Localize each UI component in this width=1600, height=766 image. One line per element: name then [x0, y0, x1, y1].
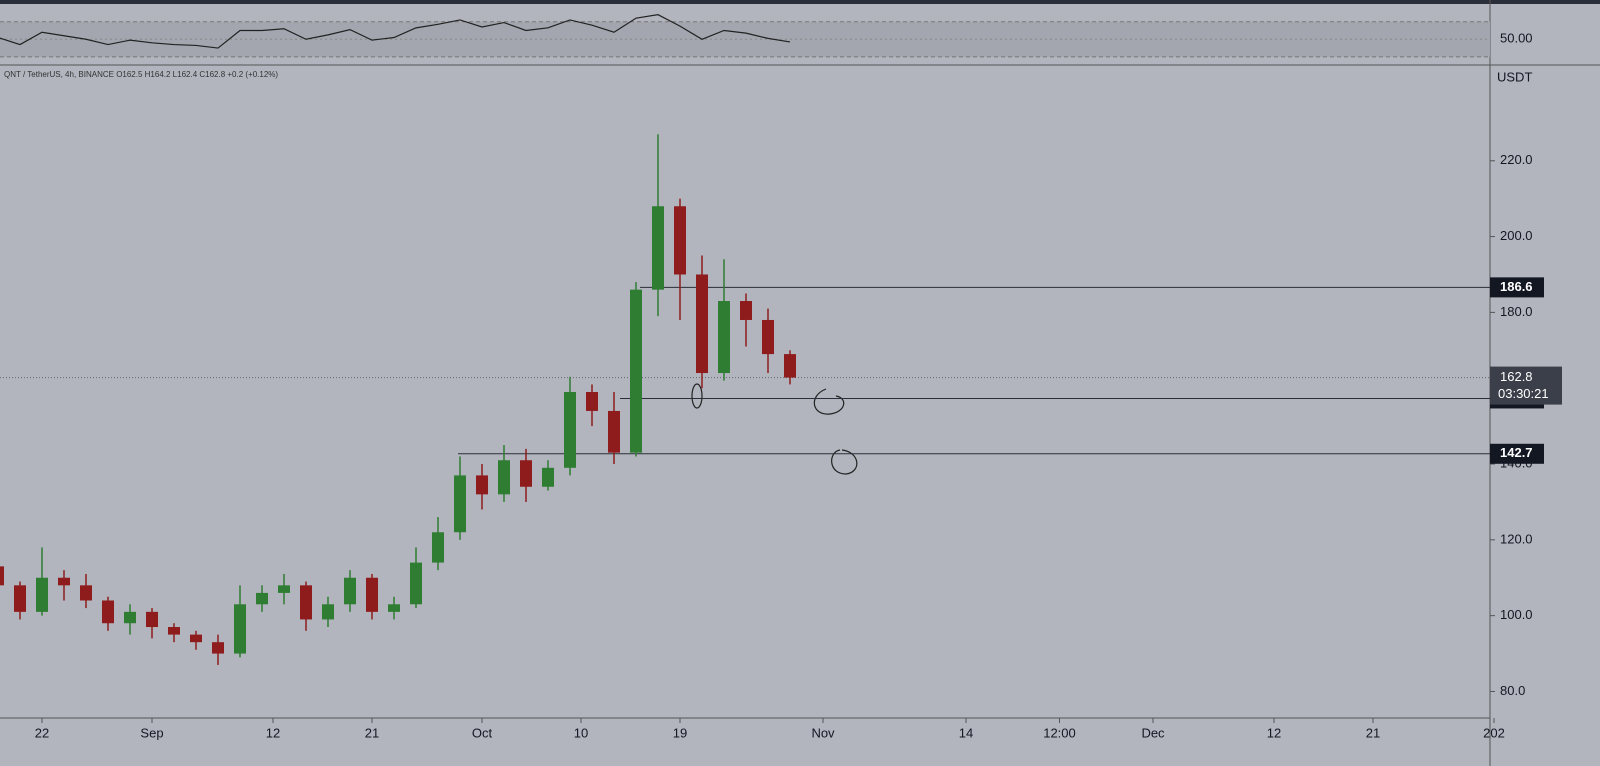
x-tick-label: 10 — [574, 725, 588, 740]
candle-body — [124, 611, 136, 624]
x-tick-label: 12:00 — [1043, 725, 1076, 740]
last-price-tag — [1490, 366, 1562, 405]
candle-body — [234, 604, 246, 654]
candle-body — [542, 467, 554, 487]
top-bar — [0, 0, 1600, 4]
candle-body — [674, 206, 686, 275]
candle-body — [80, 585, 92, 601]
candle-body — [432, 532, 444, 563]
candle-body — [344, 577, 356, 605]
candle-body — [586, 392, 598, 411]
y-tick-label: 200.0 — [1500, 228, 1533, 243]
candle-body — [740, 301, 752, 320]
candle-body — [388, 604, 400, 612]
level-label: 186.6 — [1500, 279, 1533, 294]
y-tick-label: 80.0 — [1500, 683, 1525, 698]
countdown-label: 03:30:21 — [1498, 386, 1549, 401]
candle-body — [102, 600, 114, 624]
candle-body — [278, 585, 290, 593]
level-tag — [1490, 277, 1544, 298]
candle-body — [608, 410, 620, 453]
candle-body — [300, 585, 312, 620]
x-tick-label: 202 — [1483, 725, 1505, 740]
x-tick-label: 22 — [35, 725, 49, 740]
y-tick-label: 180.0 — [1500, 304, 1533, 319]
candle-body — [58, 577, 70, 586]
candle-body — [168, 627, 180, 635]
x-tick-label: Sep — [140, 725, 163, 740]
candle-body — [630, 289, 642, 453]
candle-body — [256, 592, 268, 605]
candle-body — [762, 319, 774, 355]
x-tick-label: 21 — [1366, 725, 1380, 740]
candle-body — [718, 301, 730, 374]
x-tick-label: 12 — [266, 725, 280, 740]
legend-text: QNT / TetherUS, 4h, BINANCE O162.5 H164.… — [4, 70, 278, 79]
x-tick-label: 14 — [959, 725, 973, 740]
candle-body — [564, 392, 576, 468]
candle-body — [476, 475, 488, 495]
x-tick-label: Oct — [472, 725, 493, 740]
candle-body — [146, 611, 158, 628]
candle-body — [784, 354, 796, 378]
candle-body — [520, 460, 532, 487]
candle-body — [0, 566, 4, 586]
y-tick-label: 220.0 — [1500, 152, 1533, 167]
level-label: 142.7 — [1500, 445, 1533, 460]
candle-body — [190, 634, 202, 643]
hand-drawn-marks — [691, 383, 858, 475]
annotation-circle — [813, 388, 845, 415]
currency-label: USDT — [1497, 69, 1532, 84]
x-tick-label: 19 — [673, 725, 687, 740]
last-price-label: 162.8 — [1500, 369, 1533, 384]
annotation-circle — [691, 383, 703, 409]
candle-body — [652, 206, 664, 290]
annotation-circle — [831, 449, 858, 475]
candle-body — [212, 642, 224, 654]
y-tick-label: 100.0 — [1500, 607, 1533, 622]
candle-body — [410, 562, 422, 605]
candle-body — [36, 577, 48, 612]
x-tick-label: Nov — [811, 725, 835, 740]
rsi-line — [0, 14, 791, 49]
candle-body — [696, 274, 708, 374]
candle-body — [366, 577, 378, 612]
x-tick-label: 21 — [365, 725, 379, 740]
candle-body — [14, 585, 26, 612]
rsi-tick-label: 50.00 — [1500, 31, 1533, 46]
x-tick-label: Dec — [1141, 725, 1165, 740]
candle-body — [322, 604, 334, 620]
candle-body — [498, 460, 510, 495]
level-tag — [1490, 443, 1544, 464]
y-tick-label: 120.0 — [1500, 531, 1533, 546]
candle-body — [454, 475, 466, 533]
x-tick-label: 12 — [1267, 725, 1281, 740]
